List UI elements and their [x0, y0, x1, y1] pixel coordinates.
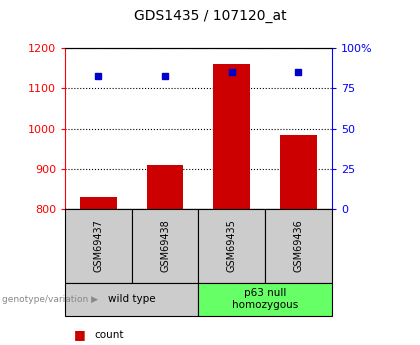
- Bar: [280, 135, 317, 209]
- Text: p63 null
homozygous: p63 null homozygous: [232, 288, 298, 310]
- Text: GSM69437: GSM69437: [93, 219, 103, 272]
- Text: GSM69436: GSM69436: [294, 219, 304, 272]
- Bar: [80, 197, 117, 209]
- Text: count: count: [94, 330, 124, 339]
- Text: GSM69438: GSM69438: [160, 219, 170, 272]
- Text: GSM69435: GSM69435: [227, 219, 237, 272]
- Text: GDS1435 / 107120_at: GDS1435 / 107120_at: [134, 9, 286, 23]
- Bar: [147, 165, 184, 209]
- Text: wild type: wild type: [108, 294, 155, 304]
- Text: ■: ■: [74, 328, 85, 341]
- Bar: [213, 64, 250, 209]
- Text: genotype/variation ▶: genotype/variation ▶: [2, 295, 98, 304]
